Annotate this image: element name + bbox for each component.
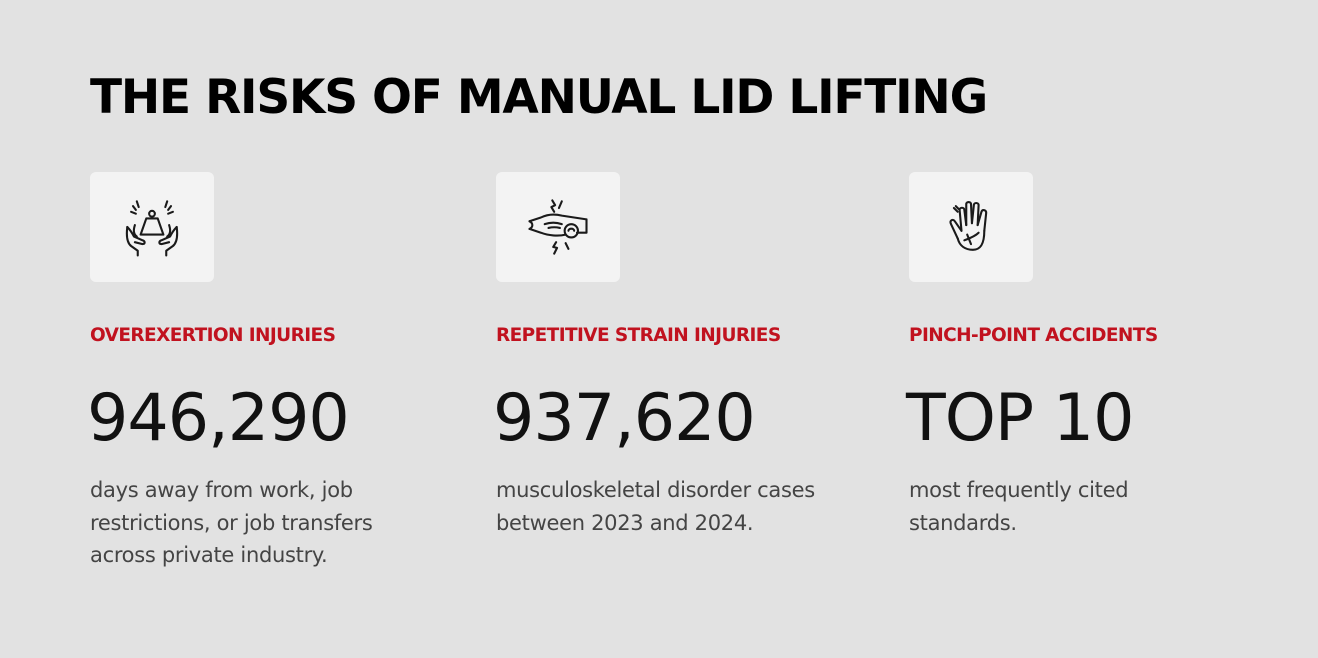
card-label: OVEREXERTION INJURIES	[90, 325, 336, 346]
card-stat-value: 946,290	[87, 381, 350, 456]
page-title: THE RISKS OF MANUAL LID LIFTING	[90, 70, 988, 125]
icon-tile	[90, 172, 214, 282]
stat-card-overexertion: OVEREXERTION INJURIES 946,290 days away …	[87, 172, 420, 567]
icon-tile	[909, 172, 1033, 282]
card-stat-value: 937,620	[493, 381, 756, 456]
injured-hand-icon	[949, 201, 988, 251]
card-description: musculoskeletal disorder cases between 2…	[496, 478, 815, 535]
stat-card-repetitive-strain: REPETITIVE STRAIN INJURIES 937,620 muscu…	[493, 172, 826, 535]
wrist-strain-icon	[528, 199, 588, 255]
card-description: most frequently cited standards.	[909, 478, 1129, 535]
icon-tile	[496, 172, 620, 282]
weight-in-hands-icon	[125, 200, 179, 257]
card-label: PINCH-POINT ACCIDENTS	[909, 325, 1158, 346]
stat-card-pinch-point: PINCH-POINT ACCIDENTS TOP 10 most freque…	[906, 172, 1239, 535]
card-label: REPETITIVE STRAIN INJURIES	[496, 325, 781, 346]
card-description: days away from work, job restrictions, o…	[90, 478, 373, 567]
card-stat-value: TOP 10	[906, 381, 1134, 456]
